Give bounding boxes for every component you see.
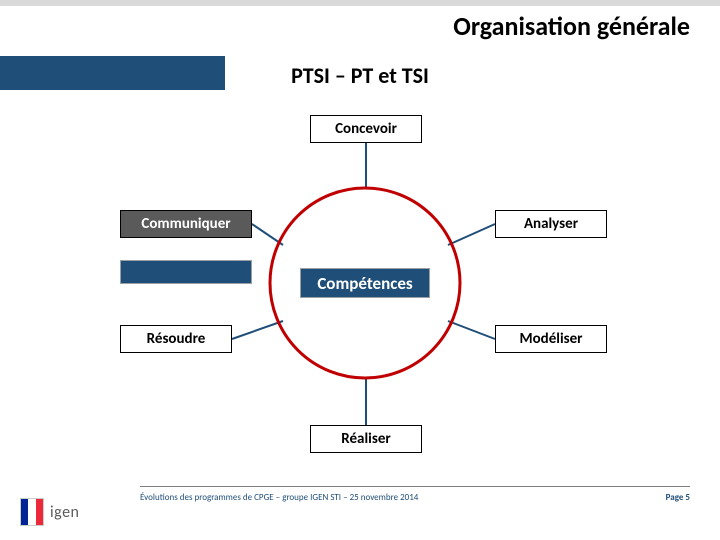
- flag-stripe-red: [36, 499, 43, 525]
- logo-block: igen: [20, 494, 130, 530]
- flag-icon: [20, 498, 44, 526]
- connector-line: [448, 224, 495, 245]
- igen-logo-text: igen: [50, 503, 79, 522]
- subtitle-wrap: PTSI – PT et TSI: [0, 62, 720, 89]
- page-title: Organisation générale: [453, 10, 690, 42]
- center-competences-box: Compétences: [300, 268, 430, 298]
- page-number: Page 5: [666, 492, 690, 503]
- node-communiquer: Communiquer: [120, 210, 252, 238]
- node-realiser: Réaliser: [310, 425, 422, 453]
- node-resoudre: Résoudre: [120, 325, 232, 353]
- top-thin-bar: [0, 0, 720, 6]
- connector-line: [448, 321, 495, 339]
- node-modeliser: Modéliser: [495, 325, 607, 353]
- page-subtitle: PTSI – PT et TSI: [291, 62, 429, 89]
- title-area: Organisation générale: [453, 10, 690, 42]
- flag-stripe-white: [28, 499, 35, 525]
- footer-divider: [140, 486, 690, 487]
- connector-line: [232, 321, 283, 339]
- competences-diagram: Compétences Concevoir Analyser Modéliser Réa…: [0, 100, 720, 470]
- footer-text: Évolutions des programmes de CPGE – grou…: [140, 492, 418, 503]
- flag-stripe-blue: [21, 499, 28, 525]
- blue-bar: [120, 260, 252, 284]
- node-concevoir: Concevoir: [310, 115, 422, 143]
- node-analyser: Analyser: [495, 210, 607, 238]
